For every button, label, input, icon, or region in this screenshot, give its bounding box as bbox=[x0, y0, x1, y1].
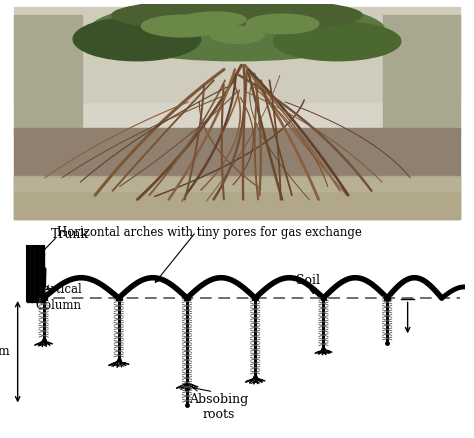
Ellipse shape bbox=[182, 12, 246, 27]
Text: Vertical
Column: Vertical Column bbox=[36, 283, 82, 311]
Ellipse shape bbox=[73, 18, 201, 61]
Text: 1 m: 1 m bbox=[0, 345, 9, 358]
Bar bbox=[14, 178, 460, 191]
Bar bbox=[14, 176, 460, 219]
Bar bbox=[27, 246, 44, 301]
Bar bbox=[14, 128, 460, 219]
Bar bbox=[14, 15, 82, 134]
Text: Trunk: Trunk bbox=[51, 228, 89, 241]
Text: Horizontal arches with tiny pores for gas exchange: Horizontal arches with tiny pores for ga… bbox=[57, 226, 362, 239]
Ellipse shape bbox=[89, 0, 385, 61]
Text: Absobing
roots: Absobing roots bbox=[189, 393, 248, 420]
Ellipse shape bbox=[141, 15, 223, 37]
Ellipse shape bbox=[246, 14, 319, 34]
Ellipse shape bbox=[210, 26, 264, 43]
Ellipse shape bbox=[112, 0, 362, 32]
Bar bbox=[14, 7, 460, 102]
Text: Soil: Soil bbox=[296, 274, 320, 287]
Ellipse shape bbox=[273, 22, 401, 61]
Bar bbox=[383, 15, 460, 134]
